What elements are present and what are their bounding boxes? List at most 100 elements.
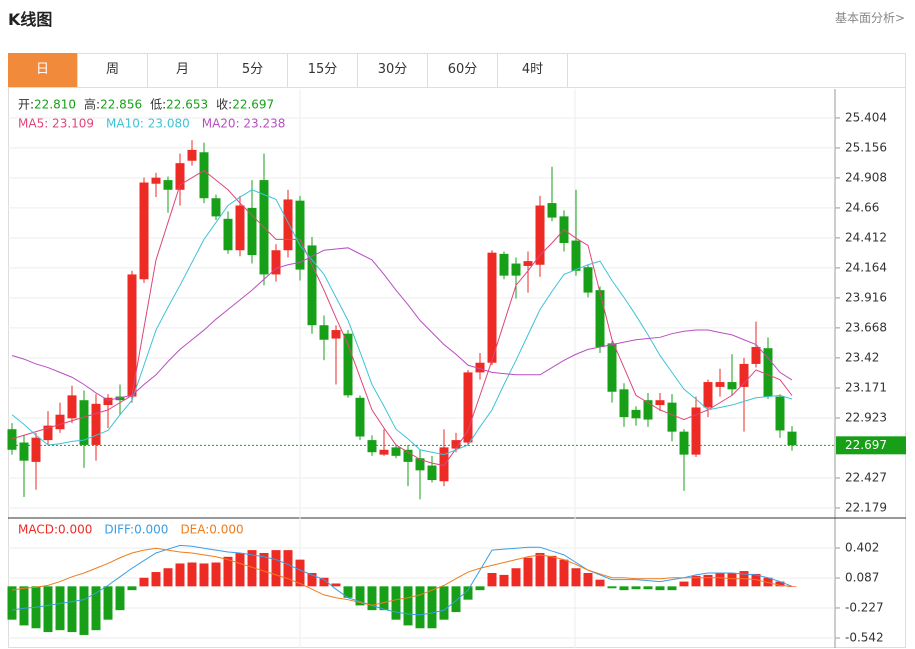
period-tab[interactable]: 60分 <box>428 53 498 87</box>
y-tick-label: 25.156 <box>845 140 887 154</box>
macd-bar <box>619 586 629 591</box>
ohlc-label: 高: <box>84 97 100 112</box>
candle-body <box>523 261 533 266</box>
y-tick-label: 22.923 <box>845 410 887 424</box>
candle-body <box>571 240 581 271</box>
macd-bar <box>223 556 233 587</box>
candle-body <box>331 330 341 339</box>
macd-bar <box>667 586 677 591</box>
candle-body <box>55 414 65 430</box>
macd-bar <box>511 568 521 587</box>
page-title: K线图 <box>8 10 53 29</box>
y-tick-label: 23.171 <box>845 380 887 394</box>
candle-body <box>595 290 605 347</box>
macd-bar <box>199 563 209 587</box>
macd-bar <box>79 586 89 635</box>
candle-body <box>679 431 689 455</box>
candle-body <box>187 149 197 161</box>
legend-entry: MA20: 23.238 <box>202 117 286 131</box>
legend-entry: DIFF:0.000 <box>104 523 168 537</box>
candle-body <box>343 333 353 396</box>
macd-bar <box>595 579 605 587</box>
macd-bar <box>427 586 437 629</box>
candle-body <box>355 397 365 437</box>
macd-bar <box>547 555 557 587</box>
candle-body <box>199 152 209 199</box>
y-tick-label: -0.227 <box>845 600 884 614</box>
macd-bar <box>259 552 269 587</box>
macd-bar <box>523 557 533 587</box>
macd-bar <box>499 574 509 587</box>
period-tab[interactable]: 30分 <box>358 53 428 87</box>
period-tab[interactable]: 5分 <box>218 53 288 87</box>
candle-body <box>175 163 185 190</box>
y-tick-label: 0.087 <box>845 571 879 585</box>
candle-body <box>511 263 521 276</box>
macd-bar <box>355 586 365 606</box>
candle-body <box>787 431 797 446</box>
macd-bar <box>475 586 485 591</box>
candle-body <box>691 407 701 455</box>
macd-bar <box>343 586 353 598</box>
candle-body <box>751 346 761 364</box>
macd-bar <box>703 574 713 587</box>
candle-body <box>163 180 173 190</box>
macd-bar <box>103 586 113 620</box>
ohlc-value: 22.697 <box>232 98 274 112</box>
candle-body <box>91 403 101 445</box>
legend-entry: MACD:0.000 <box>18 523 92 537</box>
candle-body <box>235 205 245 251</box>
macd-bar <box>163 568 173 587</box>
period-tab[interactable]: 4时 <box>498 53 568 87</box>
candle-body <box>379 449 389 455</box>
candle-body <box>727 382 737 390</box>
candle-body <box>307 245 317 326</box>
macd-bar <box>19 586 29 626</box>
ma-line <box>11 247 793 401</box>
y-tick-label: 25.404 <box>845 110 887 124</box>
macd-bar <box>787 586 797 587</box>
last-price-box <box>836 436 906 455</box>
period-tab[interactable]: 月 <box>148 53 218 87</box>
candle-body <box>703 382 713 408</box>
candle-body <box>451 440 461 449</box>
candle-body <box>535 205 545 265</box>
macd-bar <box>235 552 245 587</box>
candle-body <box>139 182 149 280</box>
last-price-label: 22.697 <box>845 438 887 452</box>
macd-bar <box>43 586 53 633</box>
candle-body <box>103 397 113 406</box>
fundamental-link[interactable]: 基本面分析> <box>834 11 905 25</box>
macd-bar <box>583 572 593 587</box>
y-tick-label: 24.908 <box>845 170 887 184</box>
macd-bar <box>451 586 461 613</box>
period-tab[interactable]: 15分 <box>288 53 358 87</box>
macd-bar <box>643 586 653 590</box>
macd-bar <box>691 575 701 587</box>
candle-body <box>583 267 593 293</box>
candle-body <box>31 437 41 462</box>
macd-bar <box>487 572 497 587</box>
candle-body <box>247 207 257 256</box>
candle-body <box>43 425 53 441</box>
macd-bar <box>247 550 257 587</box>
macd-bar <box>283 550 293 587</box>
macd-bar <box>175 563 185 587</box>
period-tab[interactable]: 日 <box>8 53 78 87</box>
y-tick-label: 24.164 <box>845 260 887 274</box>
candle-body <box>295 200 305 270</box>
macd-bar <box>775 581 785 587</box>
candle-body <box>655 400 665 406</box>
candle-body <box>67 395 77 419</box>
period-tab[interactable]: 周 <box>78 53 148 87</box>
macd-bar <box>367 586 377 611</box>
macd-bar <box>67 586 77 633</box>
period-tabs: 日周月 5分 15分 30分 60分 4时 <box>8 53 906 88</box>
candle-body <box>151 177 161 184</box>
macd-bar <box>151 572 161 587</box>
macd-bar <box>727 572 737 587</box>
macd-bar <box>295 559 305 587</box>
y-tick-label: 22.427 <box>845 470 887 484</box>
candle-body <box>283 199 293 251</box>
macd-bar <box>415 586 425 629</box>
